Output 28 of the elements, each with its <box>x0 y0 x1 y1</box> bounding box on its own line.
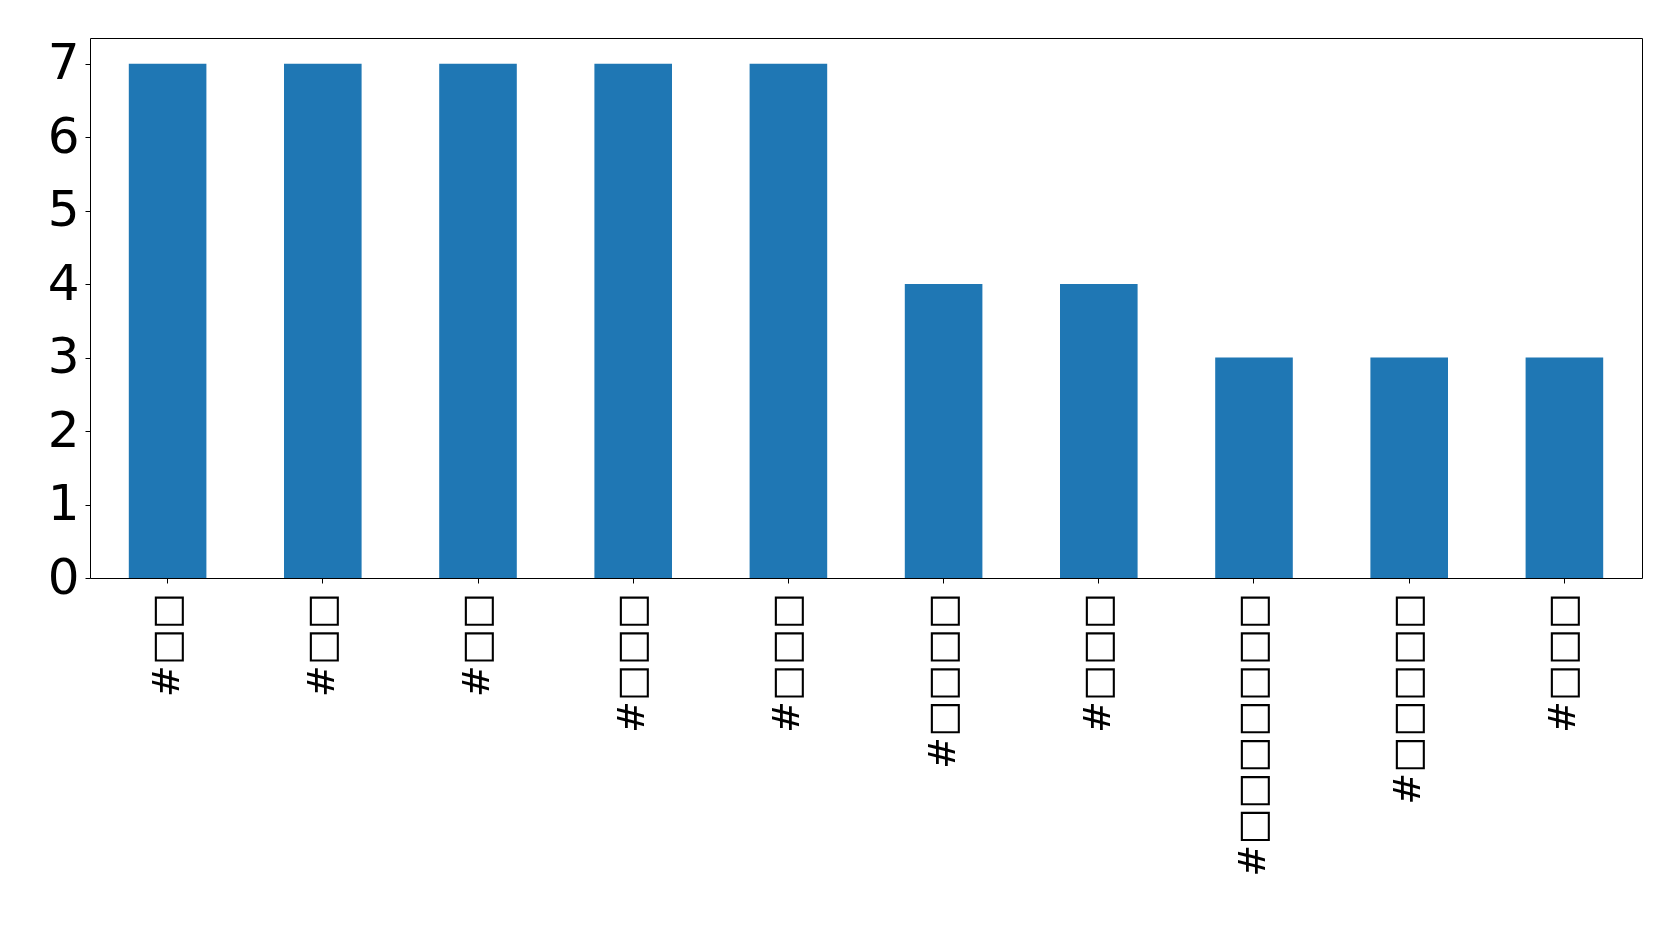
bar <box>594 63 672 578</box>
bar <box>749 63 828 578</box>
x-tick-label: #□□ <box>298 593 343 698</box>
bar <box>284 63 362 578</box>
x-tick-label: #□□□ <box>1074 593 1119 734</box>
bar <box>439 63 517 578</box>
x-tick-label: #□□□ <box>609 593 654 734</box>
y-tick-label: 1 <box>47 474 80 533</box>
x-tick-label: #□□ <box>454 593 498 698</box>
bar <box>1525 357 1604 578</box>
y-tick-label: 0 <box>47 547 80 606</box>
x-tick-label: #□□ <box>143 593 188 698</box>
y-tick-label: 7 <box>47 33 80 92</box>
y-tick-label: 2 <box>47 400 80 459</box>
x-tick-label: #□□□□□□□ <box>1230 593 1274 877</box>
x-tick-label: #□□□□□ <box>1385 593 1430 805</box>
x-tick-label: #□□□ <box>764 593 809 734</box>
y-tick-label: 6 <box>47 106 80 165</box>
y-tick-label: 3 <box>47 327 80 386</box>
y-tick-label: 4 <box>47 253 80 312</box>
bar <box>128 63 207 578</box>
x-tick-label: #□□□ <box>1540 593 1585 734</box>
y-tick-label: 5 <box>47 180 80 239</box>
bar <box>1370 357 1448 578</box>
bar <box>1215 357 1293 578</box>
bar <box>904 284 983 578</box>
bar <box>1060 284 1138 578</box>
x-tick-label: #□□□□ <box>919 593 964 769</box>
